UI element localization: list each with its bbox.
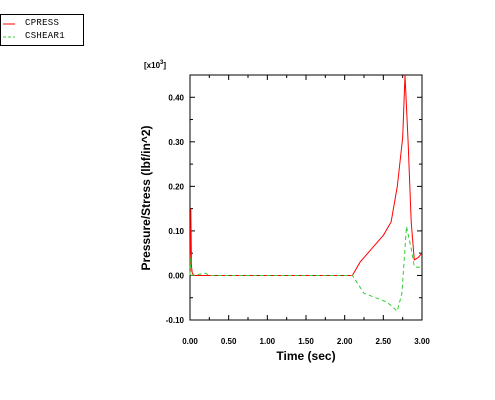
- y-multiplier-base: [x10: [144, 61, 161, 70]
- legend: CPRESS CSHEAR1: [0, 14, 84, 46]
- series-line-cpress: [189, 74, 423, 276]
- legend-swatch-cpress: [3, 23, 15, 25]
- series-line-cshear1: [189, 226, 423, 313]
- y-tick-label: 0.30: [168, 138, 184, 147]
- x-tick-label: 0.00: [182, 337, 198, 346]
- y-multiplier-close: ]: [163, 61, 166, 70]
- legend-entry-cpress: CPRESS: [1, 17, 85, 31]
- plot-frame: [189, 74, 423, 321]
- x-tick-label: 2.50: [376, 337, 392, 346]
- legend-label-cshear1: CSHEAR1: [25, 31, 65, 41]
- x-tick-label: 2.00: [337, 337, 353, 346]
- series-layer: [189, 74, 423, 313]
- y-axis: -0.10 0.00 0.10 0.20 0.30 0.40: [166, 93, 422, 325]
- legend-swatch-cshear1: [3, 36, 15, 38]
- x-tick-label: 1.00: [260, 337, 276, 346]
- legend-entry-cshear1: CSHEAR1: [1, 30, 85, 44]
- y-axis-label: Pressure/Stress (lbf/in^2): [139, 125, 153, 270]
- x-tick-label: 0.50: [221, 337, 237, 346]
- y-tick-label: -0.10: [166, 316, 185, 325]
- y-tick-label: 0.40: [168, 93, 184, 102]
- y-tick-label: 0.20: [168, 182, 184, 191]
- y-tick-label: 0.10: [168, 227, 184, 236]
- x-tick-label: 3.00: [414, 337, 430, 346]
- x-axis-label: Time (sec): [276, 349, 335, 363]
- y-multiplier: [x103]: [144, 60, 166, 70]
- x-axis: 0.00 0.50 1.00 1.50 2.00 2.50 3.00: [182, 75, 430, 346]
- legend-label-cpress: CPRESS: [25, 18, 60, 28]
- y-tick-label: 0.00: [168, 271, 184, 280]
- x-tick-label: 1.50: [298, 337, 314, 346]
- y-multiplier-exp: 3: [160, 60, 164, 66]
